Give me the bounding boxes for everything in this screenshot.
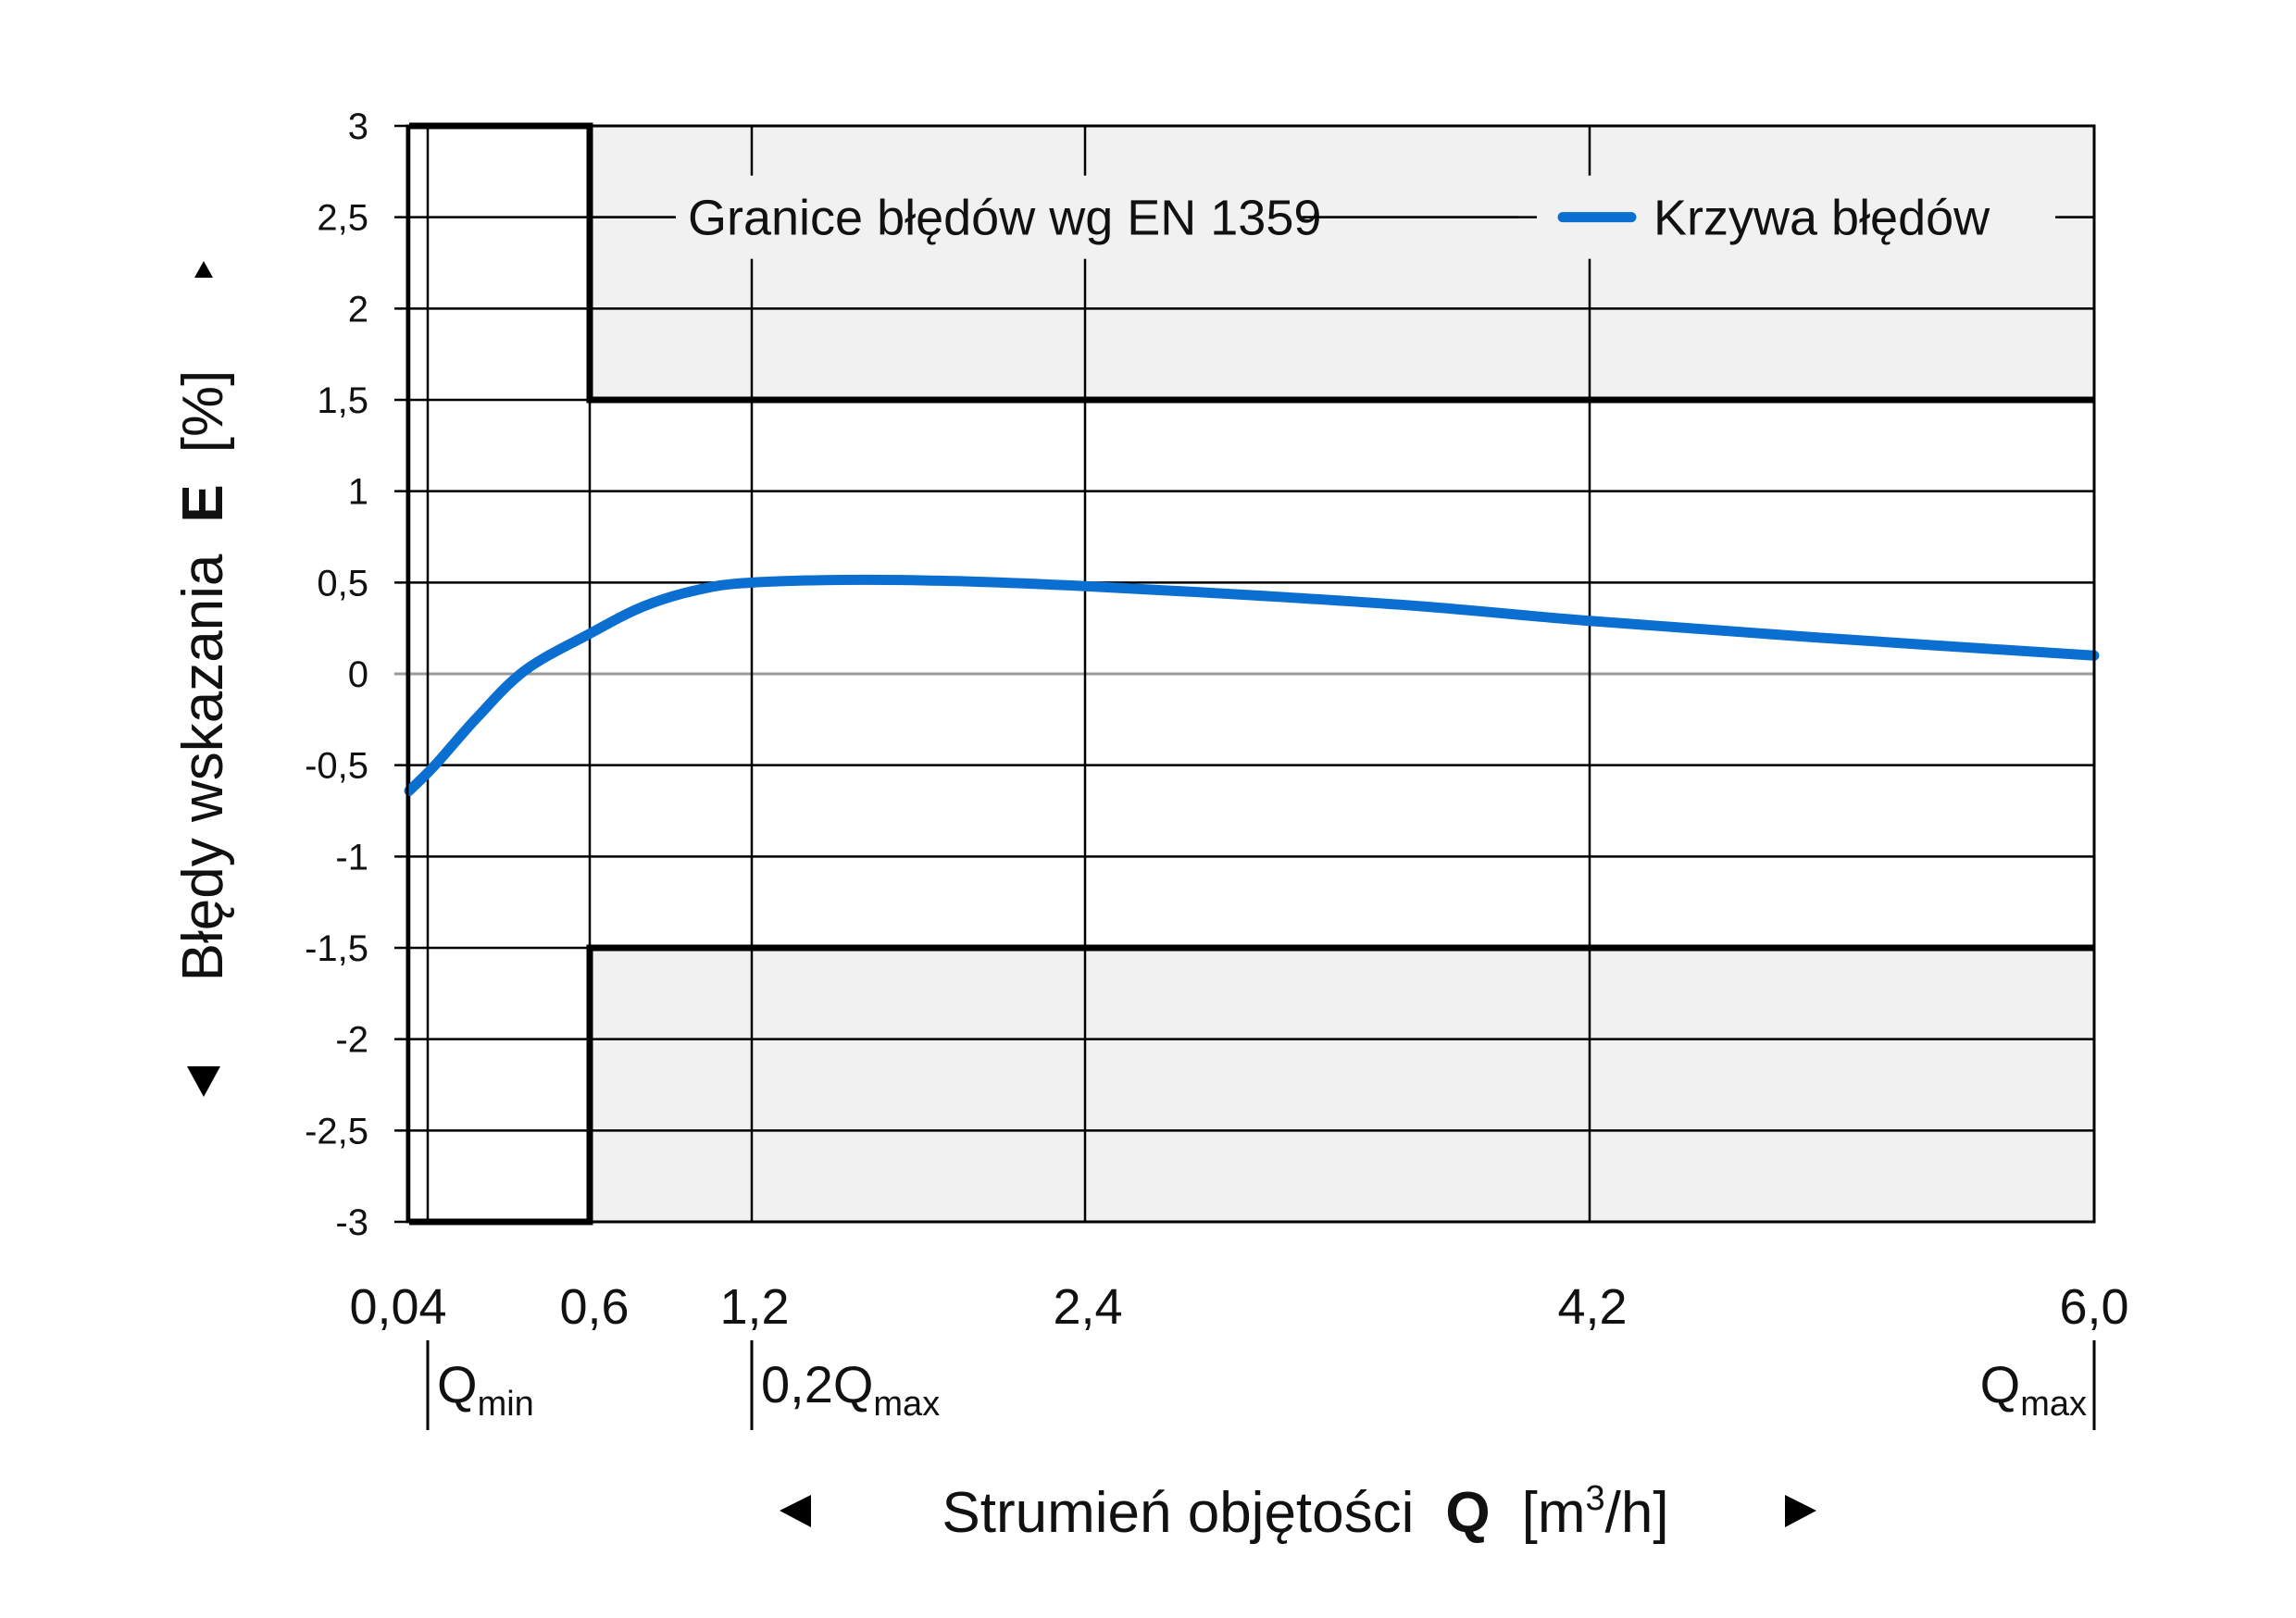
y-tick-label: -3 bbox=[335, 1202, 368, 1243]
x-axis-title-text: Strumień objętości bbox=[942, 1481, 1414, 1545]
y-tick-label: 1,5 bbox=[317, 380, 368, 421]
x-marker-label: 0,2Qmax bbox=[761, 1355, 940, 1424]
x-tick-label: 2,4 bbox=[1053, 1279, 1122, 1335]
series-legend-label: Krzywa błędów bbox=[1653, 191, 1990, 246]
x-axis-title-unit-open: [m bbox=[1522, 1481, 1586, 1545]
x-marker-label: Qmax bbox=[1980, 1355, 2087, 1424]
x-axis-title-unit-close: /h] bbox=[1605, 1481, 1669, 1545]
y-tick-labels: 3 2,5 2 1,5 1 0,5 0 -0,5 -1 -1,5 -2 -2,5 -3 bbox=[305, 106, 368, 1243]
y-tick-label: -2,5 bbox=[305, 1111, 368, 1151]
y-tick-label: 1 bbox=[348, 472, 368, 513]
x-marker-main: Q bbox=[437, 1355, 478, 1413]
series-line-0 bbox=[404, 574, 2100, 796]
y-tick-label: 2,5 bbox=[317, 198, 368, 239]
upper-shaded-region bbox=[590, 126, 2094, 400]
x-marker-main: Q bbox=[1980, 1355, 2021, 1413]
y-axis-title-group: Błędy wskazania E [%] bbox=[171, 370, 235, 982]
lower-shaded-region bbox=[590, 948, 2094, 1222]
x-tick-label: 0,6 bbox=[559, 1279, 629, 1335]
y-tick-label: 2 bbox=[348, 289, 368, 330]
series-group bbox=[404, 574, 2100, 796]
plot-frame bbox=[406, 124, 2096, 1224]
x-marker-label: Qmin bbox=[437, 1355, 534, 1424]
x-arrow-left-icon bbox=[780, 1495, 811, 1527]
y-axis-title-unit: [%] bbox=[171, 370, 235, 454]
x-axis-title-symbol: Q bbox=[1445, 1481, 1490, 1545]
limits-legend-label: Granice błędów wg EN 1359 bbox=[688, 191, 1321, 246]
y-tick-label: -2 bbox=[335, 1020, 368, 1061]
y-arrow-up-icon bbox=[194, 261, 213, 278]
y-tick-label: -0,5 bbox=[305, 746, 368, 787]
x-marker-main: 0,2Q bbox=[761, 1355, 873, 1413]
x-tick-label: 6,0 bbox=[2059, 1279, 2128, 1335]
y-tick-label: 0 bbox=[348, 654, 368, 695]
y-axis-title-symbol: E bbox=[171, 484, 235, 522]
x-markers: Qmin 0,2Qmax Qmax bbox=[426, 1340, 2096, 1430]
y-tick-label: 0,5 bbox=[317, 563, 368, 604]
y-tick-label: 3 bbox=[348, 106, 368, 147]
x-marker-sub: max bbox=[873, 1385, 940, 1424]
legend: Granice błędów wg EN 1359 Krzywa błędów bbox=[591, 175, 2094, 259]
x-tick-labels: 0,04 0,6 1,2 2,4 4,2 6,0 bbox=[349, 1279, 2128, 1335]
plot-border bbox=[406, 124, 2096, 1224]
x-axis-title: Strumień objętości Q [m3/h] bbox=[942, 1479, 1668, 1545]
shaded-regions bbox=[590, 126, 2094, 1222]
x-arrow-right-icon bbox=[1785, 1495, 1816, 1527]
y-axis-title-text: Błędy wskazania bbox=[171, 554, 235, 981]
y-arrow-down-icon bbox=[187, 1066, 220, 1097]
x-marker-sub: max bbox=[2020, 1385, 2087, 1424]
x-tick-label: 0,04 bbox=[349, 1279, 446, 1335]
limits-legend-bg bbox=[676, 175, 1298, 259]
y-axis-title: Błędy wskazania E [%] bbox=[171, 370, 235, 982]
x-marker-sub: min bbox=[478, 1385, 534, 1424]
x-tick-label: 1,2 bbox=[719, 1279, 789, 1335]
x-tick-label: 4,2 bbox=[1557, 1279, 1627, 1335]
y-tick-label: -1,5 bbox=[305, 928, 368, 969]
x-axis-title-unit-sup: 3 bbox=[1586, 1479, 1605, 1518]
y-tick-label: -1 bbox=[335, 837, 368, 877]
